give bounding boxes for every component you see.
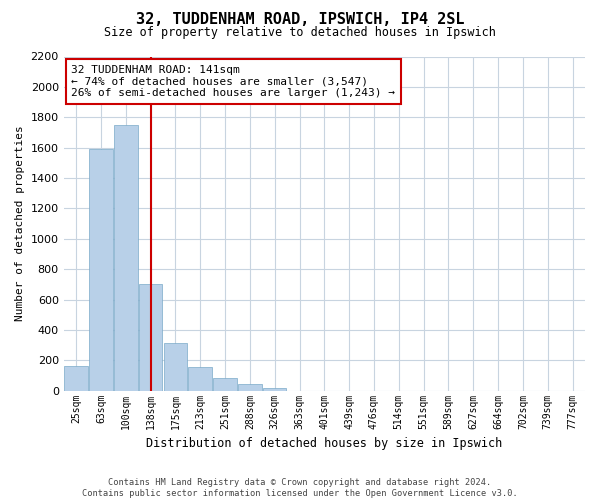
Bar: [139, 284, 163, 391]
Bar: [238, 384, 262, 390]
Y-axis label: Number of detached properties: Number of detached properties: [15, 126, 25, 322]
Text: 32 TUDDENHAM ROAD: 141sqm
← 74% of detached houses are smaller (3,547)
26% of se: 32 TUDDENHAM ROAD: 141sqm ← 74% of detac…: [71, 65, 395, 98]
Text: Size of property relative to detached houses in Ipswich: Size of property relative to detached ho…: [104, 26, 496, 39]
Bar: [188, 367, 212, 390]
Bar: [164, 343, 187, 390]
Bar: [213, 378, 237, 390]
Text: Contains HM Land Registry data © Crown copyright and database right 2024.
Contai: Contains HM Land Registry data © Crown c…: [82, 478, 518, 498]
Bar: [114, 125, 137, 390]
Bar: [89, 149, 113, 390]
X-axis label: Distribution of detached houses by size in Ipswich: Distribution of detached houses by size …: [146, 437, 502, 450]
Bar: [64, 366, 88, 390]
Text: 32, TUDDENHAM ROAD, IPSWICH, IP4 2SL: 32, TUDDENHAM ROAD, IPSWICH, IP4 2SL: [136, 12, 464, 28]
Bar: [263, 388, 286, 390]
